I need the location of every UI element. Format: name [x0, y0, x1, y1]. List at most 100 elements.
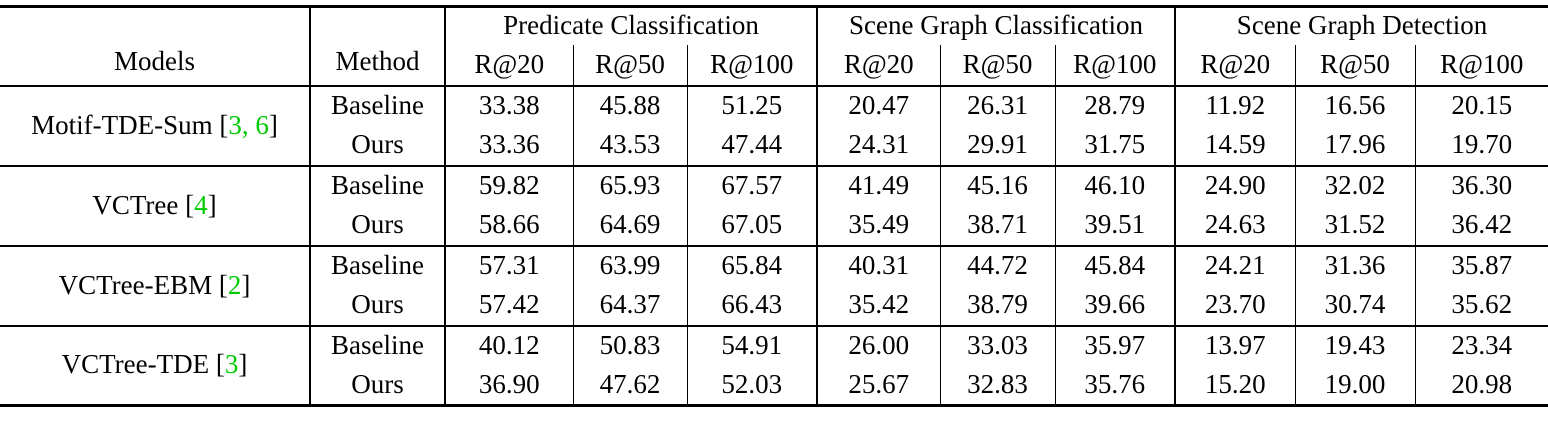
value-cell: 64.69	[572, 205, 687, 246]
value-cell: 15.20	[1174, 365, 1295, 406]
value-cell: 19.00	[1294, 365, 1415, 406]
value-cell: 40.12	[444, 324, 573, 366]
value-cell: 31.52	[1294, 205, 1415, 246]
value-cell: 39.51	[1054, 205, 1175, 246]
metric-header-r50: R@50	[1294, 44, 1415, 87]
metric-header-r20: R@20	[816, 44, 940, 87]
method-cell: Ours	[309, 205, 445, 246]
method-cell: Ours	[309, 125, 445, 166]
value-cell: 47.62	[572, 365, 687, 406]
table-header: Models Method Predicate Classification S…	[0, 6, 1548, 87]
value-cell: 33.38	[444, 85, 573, 126]
method-cell: Baseline	[309, 164, 445, 206]
value-cell: 51.25	[686, 85, 817, 126]
value-cell: 54.91	[686, 324, 817, 366]
value-cell: 19.43	[1294, 324, 1415, 366]
model-group-vctree-ebm: VCTree-EBM [2] Baseline 57.31 63.99 65.8…	[0, 244, 1548, 326]
metric-header-r50: R@50	[572, 44, 687, 87]
citation-link[interactable]: 3, 6	[228, 109, 269, 140]
model-bracket: ]	[207, 189, 217, 220]
citation-link[interactable]: 3	[224, 349, 239, 380]
value-cell: 35.62	[1414, 285, 1548, 326]
model-group-vctree-tde: VCTree-TDE [3] Baseline 40.12 50.83 54.9…	[0, 324, 1548, 406]
value-cell: 14.59	[1174, 125, 1295, 166]
value-cell: 31.75	[1054, 125, 1175, 166]
value-cell: 40.31	[816, 244, 940, 286]
value-cell: 19.70	[1414, 125, 1548, 166]
group-header-row: Models Method Predicate Classification S…	[0, 6, 1548, 87]
method-cell: Baseline	[309, 324, 445, 366]
value-cell: 24.90	[1174, 164, 1295, 206]
value-cell: 64.37	[572, 285, 687, 326]
metric-header-r100: R@100	[1414, 44, 1548, 87]
group-header-predicate-classification: Predicate Classification	[444, 6, 817, 45]
value-cell: 45.84	[1054, 244, 1175, 286]
model-cell: VCTree-EBM [2]	[0, 244, 310, 326]
value-cell: 20.98	[1414, 365, 1548, 406]
value-cell: 23.34	[1414, 324, 1548, 366]
citation-link[interactable]: 4	[194, 189, 208, 220]
value-cell: 35.42	[816, 285, 940, 326]
model-cell: VCTree [4]	[0, 164, 310, 246]
value-cell: 36.90	[444, 365, 573, 406]
method-cell: Baseline	[309, 85, 445, 126]
value-cell: 35.49	[816, 205, 940, 246]
method-cell: Ours	[309, 365, 445, 406]
value-cell: 33.36	[444, 125, 573, 166]
value-cell: 44.72	[939, 244, 1055, 286]
table-row: VCTree [4] Baseline 59.82 65.93 67.57 41…	[0, 164, 1548, 246]
value-cell: 67.05	[686, 205, 817, 246]
metric-header-r50: R@50	[939, 44, 1055, 87]
value-cell: 57.42	[444, 285, 573, 326]
model-cell: Motif-TDE-Sum [3, 6]	[0, 86, 310, 166]
value-cell: 17.96	[1294, 125, 1415, 166]
value-cell: 36.42	[1414, 205, 1548, 246]
method-cell: Ours	[309, 285, 445, 326]
metric-header-r100: R@100	[1054, 44, 1175, 87]
value-cell: 50.83	[572, 324, 687, 366]
value-cell: 33.03	[939, 324, 1055, 366]
value-cell: 63.99	[572, 244, 687, 286]
model-name: VCTree [	[92, 189, 195, 220]
value-cell: 28.79	[1054, 85, 1175, 126]
value-cell: 24.63	[1174, 205, 1295, 246]
value-cell: 45.88	[572, 85, 687, 126]
model-group-motif-tde-sum: Motif-TDE-Sum [3, 6] Baseline 33.38 45.8…	[0, 85, 1548, 166]
value-cell: 30.74	[1294, 285, 1415, 326]
value-cell: 65.84	[686, 244, 817, 286]
value-cell: 32.02	[1294, 164, 1415, 206]
value-cell: 35.76	[1054, 365, 1175, 406]
value-cell: 23.70	[1174, 285, 1295, 326]
value-cell: 67.57	[686, 164, 817, 206]
value-cell: 39.66	[1054, 285, 1175, 326]
table-row: Ours 36.90 47.62 52.03 25.67 32.83 35.76…	[0, 365, 1548, 406]
value-cell: 38.71	[939, 205, 1055, 246]
value-cell: 29.91	[939, 125, 1055, 166]
value-cell: 38.79	[939, 285, 1055, 326]
table-row: VCTree-EBM [2] Baseline 57.31 63.99 65.8…	[0, 244, 1548, 326]
value-cell: 26.00	[816, 324, 940, 366]
value-cell: 47.44	[686, 125, 817, 166]
metric-header-r20: R@20	[1174, 44, 1295, 87]
results-table: Models Method Predicate Classification S…	[0, 5, 1548, 407]
model-group-vctree: VCTree [4] Baseline 59.82 65.93 67.57 41…	[0, 164, 1548, 246]
model-name: VCTree-EBM [	[58, 269, 228, 300]
model-cell: VCTree-TDE [3]	[0, 324, 310, 406]
value-cell: 35.87	[1414, 244, 1548, 286]
value-cell: 41.49	[816, 164, 940, 206]
value-cell: 57.31	[444, 244, 573, 286]
value-cell: 36.30	[1414, 164, 1548, 206]
citation-link[interactable]: 2	[227, 269, 242, 300]
group-header-scene-graph-detection: Scene Graph Detection	[1173, 6, 1548, 45]
metric-header-r100: R@100	[686, 44, 817, 87]
value-cell: 43.53	[572, 125, 687, 166]
value-cell: 52.03	[686, 365, 817, 406]
table-row: Ours 57.42 64.37 66.43 35.42 38.79 39.66…	[0, 285, 1548, 326]
value-cell: 35.97	[1054, 324, 1175, 366]
metric-header-r20: R@20	[444, 44, 573, 87]
value-cell: 20.15	[1414, 85, 1548, 126]
value-cell: 13.97	[1174, 324, 1295, 366]
method-column-header: Method	[309, 6, 445, 87]
table-row: Motif-TDE-Sum [3, 6] Baseline 33.38 45.8…	[0, 85, 1548, 140]
value-cell: 32.83	[939, 365, 1055, 406]
